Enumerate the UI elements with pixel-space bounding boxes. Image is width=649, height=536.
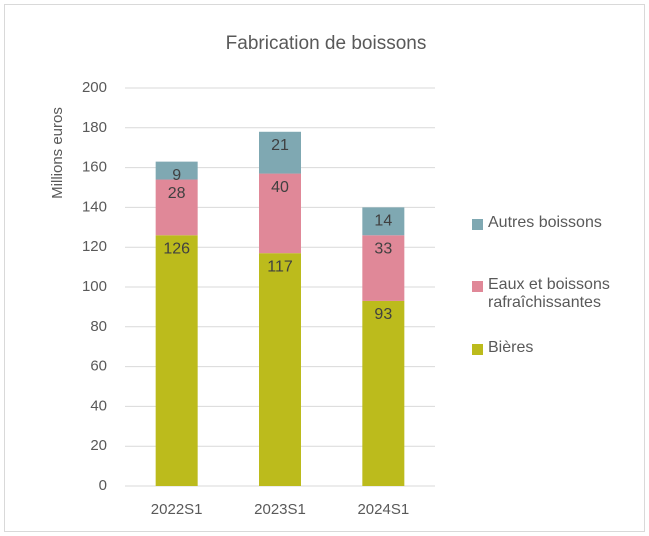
data-label: 9 (172, 167, 181, 184)
data-label: 28 (168, 185, 186, 202)
legend-label: Autres boissons (488, 214, 602, 231)
y-tick-label: 0 (99, 477, 107, 494)
data-label: 33 (374, 240, 392, 257)
x-tick-label: 2023S1 (254, 501, 306, 518)
y-tick-label: 20 (90, 437, 107, 454)
y-tick-label: 160 (82, 159, 107, 176)
bar-segment (362, 300, 405, 486)
legend-swatch (472, 344, 483, 355)
y-tick-label: 60 (90, 358, 107, 375)
chart-border (4, 4, 645, 532)
bar-segment (362, 235, 405, 301)
data-label: 93 (374, 306, 392, 323)
bar-segment (155, 179, 198, 236)
y-tick-label: 120 (82, 238, 107, 255)
x-tick-label: 2024S1 (357, 501, 409, 518)
y-axis-label: Millions euros (49, 107, 66, 199)
x-tick-label: 2022S1 (151, 501, 203, 518)
data-label: 21 (271, 137, 289, 154)
data-label: 117 (267, 258, 293, 275)
data-label: 14 (374, 213, 392, 230)
y-tick-label: 100 (82, 278, 107, 295)
y-tick-label: 80 (90, 318, 107, 335)
legend-entry: Autres boissons (472, 214, 642, 232)
bar-segment (362, 207, 405, 236)
data-label: 126 (163, 240, 190, 257)
y-tick-label: 140 (82, 198, 107, 215)
y-tick-label: 180 (82, 119, 107, 136)
bar-segment (259, 173, 301, 254)
legend-swatch (472, 281, 483, 292)
bar-segment (155, 161, 198, 180)
chart-title: Fabrication de boissons (226, 33, 427, 54)
data-label: 40 (271, 179, 289, 196)
y-tick-label: 40 (90, 397, 107, 414)
bar-segment (259, 131, 301, 174)
bar-segment (259, 253, 301, 486)
legend-swatch (472, 219, 483, 230)
bar-segment (155, 235, 198, 486)
legend-entry: Bières (472, 339, 642, 357)
legend-label: Bières (488, 339, 534, 356)
legend-label: Eaux et boissons rafraîchissantes (488, 276, 610, 311)
y-tick-label: 200 (82, 79, 107, 96)
legend-entry: Eaux et boissons rafraîchissantes (472, 276, 642, 312)
